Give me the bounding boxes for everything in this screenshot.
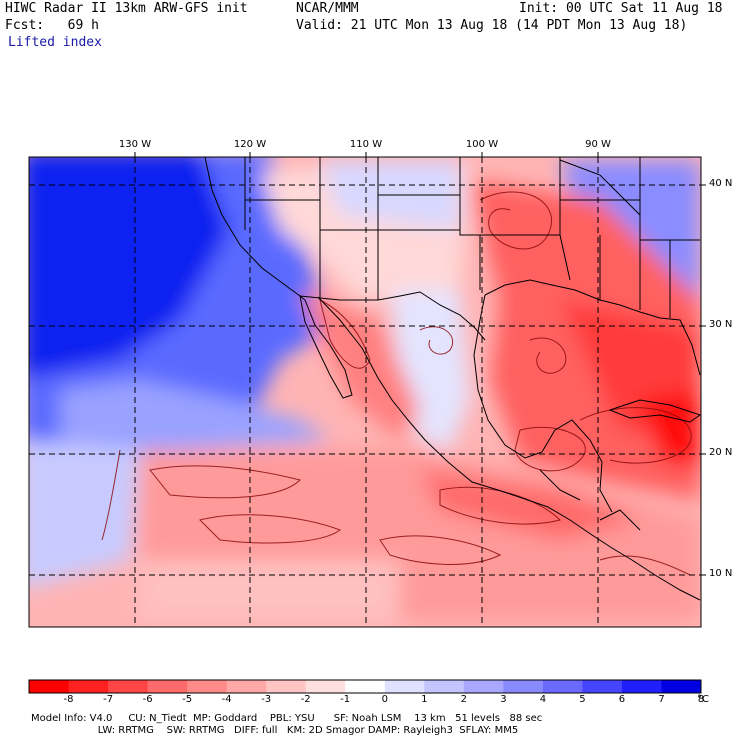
colorbar-swatch: [187, 680, 228, 693]
colorbar-label: 5: [579, 694, 586, 705]
colorbar-swatch: [108, 680, 149, 693]
colorbar-label: 0: [381, 694, 388, 705]
colorbar-swatch: [621, 680, 662, 693]
map-field: [29, 157, 701, 627]
lat-label-20n: 20 N: [709, 447, 733, 458]
lon-label-130w: 130 W: [118, 139, 152, 150]
colorbar-label: -7: [103, 694, 114, 705]
colorbar-label: 4: [539, 694, 547, 705]
init-time: Init: 00 UTC Sat 11 Aug 18: [519, 1, 723, 16]
colorbar-swatch: [226, 680, 267, 693]
colorbar-swatch: [424, 680, 465, 693]
colorbar-swatch: [582, 680, 623, 693]
colorbar-frame: [28, 679, 702, 694]
axis-ticks: [134, 152, 706, 576]
colorbar-swatch: [661, 680, 702, 693]
colorbar-label: -5: [182, 694, 193, 705]
lon-label-100w: 100 W: [465, 139, 499, 150]
colorbar-swatch: [266, 680, 307, 693]
map-frame: [28, 156, 702, 628]
colorbar-swatch: [29, 680, 70, 693]
lon-label-90w: 90 W: [585, 139, 611, 150]
model-info-line1: Model Info: V4.0 CU: N_Tiedt MP: Goddard…: [31, 713, 543, 724]
colorbar-swatch: [463, 680, 504, 693]
field-name: Lifted index: [8, 35, 102, 50]
forecast-hour: Fcst: 69 h: [5, 18, 99, 33]
colorbar-swatch: [345, 680, 386, 693]
colorbar-label: 1: [421, 694, 428, 705]
colorbar-label: -8: [63, 694, 74, 705]
model-title: HIWC Radar II 13km ARW-GFS init: [5, 1, 248, 16]
colorbar-label: -4: [221, 694, 232, 705]
colorbar-label: 2: [460, 694, 467, 705]
colorbar-label: -6: [142, 694, 153, 705]
colorbar-label: 6: [618, 694, 626, 705]
lat-label-10n: 10 N: [709, 568, 733, 579]
colorbar-label: -1: [340, 694, 351, 705]
colorbar-label: °C: [697, 694, 709, 705]
colorbar-label: 3: [500, 694, 507, 705]
colorbar-swatch: [68, 680, 109, 693]
lat-label-40n: 40 N: [709, 178, 733, 189]
colorbar-swatch: [503, 680, 544, 693]
colorbar: [28, 679, 702, 694]
colorbar-swatch: [147, 680, 188, 693]
valid-time: Valid: 21 UTC Mon 13 Aug 18 (14 PDT Mon …: [296, 18, 688, 33]
colorbar-swatch: [542, 680, 583, 693]
lon-label-110w: 110 W: [349, 139, 383, 150]
colorbar-label: 8: [697, 694, 705, 705]
colorbar-swatch: [384, 680, 425, 693]
colorbar-label: 7: [658, 694, 665, 705]
colorbar-label: -3: [261, 694, 272, 705]
lat-label-30n: 30 N: [709, 319, 733, 330]
lon-label-120w: 120 W: [233, 139, 267, 150]
colorbar-label: -2: [300, 694, 311, 705]
model-info-line2: LW: RRTMG SW: RRTMG DIFF: full KM: 2D Sm…: [31, 725, 519, 736]
org-label: NCAR/MMM: [296, 1, 359, 16]
colorbar-swatch: [305, 680, 346, 693]
